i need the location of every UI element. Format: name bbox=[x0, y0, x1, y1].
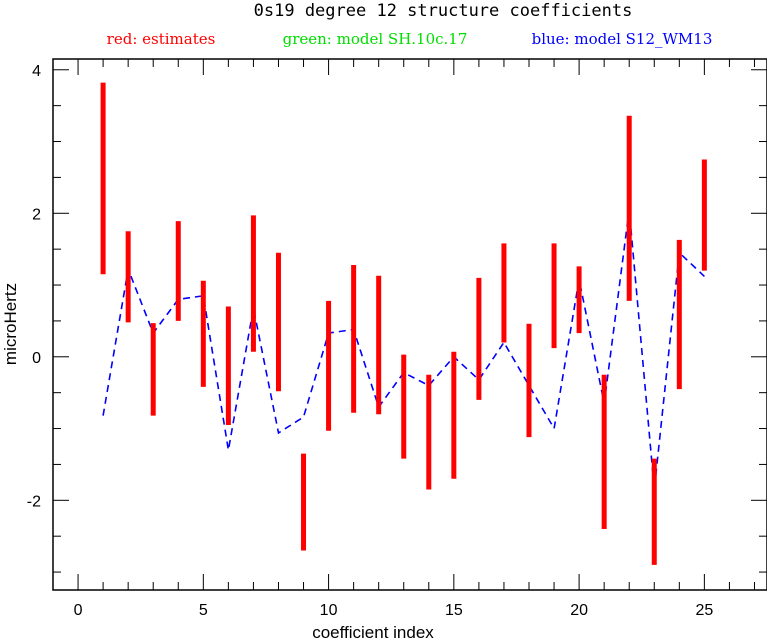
x-tick-label: 20 bbox=[570, 602, 588, 619]
y-tick-label: 2 bbox=[32, 206, 41, 223]
legend: red: estimates green: model SH.10c.17 bl… bbox=[107, 30, 713, 48]
chart-title: 0s19 degree 12 structure coefficients bbox=[254, 1, 633, 21]
legend-entry-model-s12: blue: model S12_WM13 bbox=[532, 30, 713, 48]
y-tick-label: 0 bbox=[32, 350, 41, 367]
y-tick-label: -2 bbox=[27, 493, 41, 510]
x-tick-label: 15 bbox=[445, 602, 463, 619]
y-axis-label: microHertz bbox=[1, 283, 20, 365]
legend-entry-estimates: red: estimates bbox=[107, 30, 216, 48]
x-tick-label: 25 bbox=[695, 602, 713, 619]
axes: 0 5 10 15 20 25 -2 0 2 4 bbox=[27, 59, 767, 619]
plot-frame bbox=[52, 58, 767, 591]
x-tick-label: 10 bbox=[320, 602, 338, 619]
y-tick-label: 4 bbox=[32, 63, 41, 80]
legend-entry-model-sh: green: model SH.10c.17 bbox=[283, 30, 468, 48]
x-tick-label: 5 bbox=[199, 602, 208, 619]
x-axis-label: coefficient index bbox=[312, 623, 434, 641]
x-tick-label: 0 bbox=[74, 602, 83, 619]
plot-area bbox=[100, 82, 707, 565]
